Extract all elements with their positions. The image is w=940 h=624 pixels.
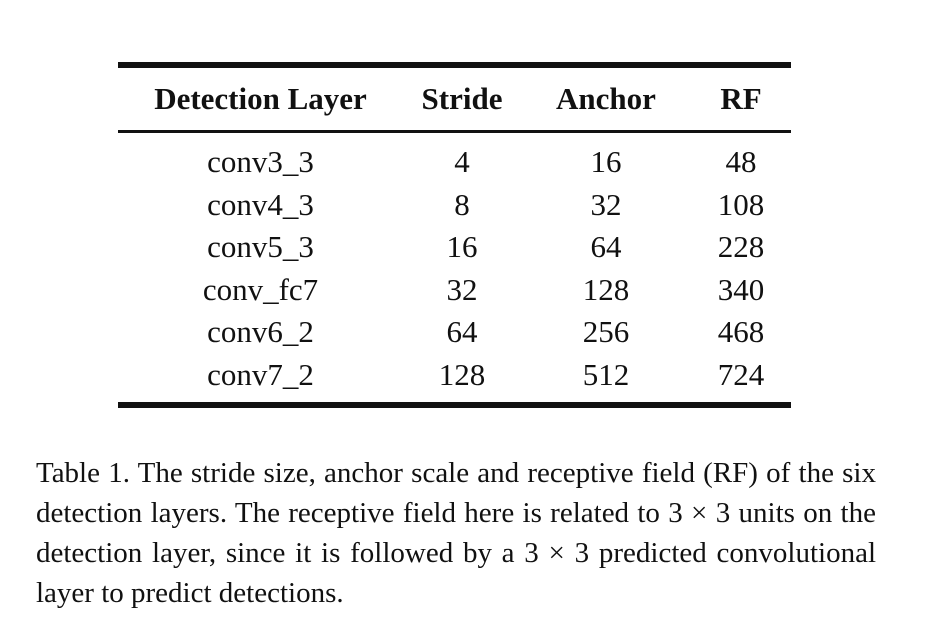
cell-stride: 4 <box>454 144 470 179</box>
cell-stride: 16 <box>446 229 478 264</box>
cell-rf: 340 <box>717 271 765 307</box>
cell-anchor: 256 <box>582 314 630 349</box>
header-row: Detection Layer Stride Anchor RF <box>118 65 791 132</box>
detection-layer-table: Detection Layer Stride Anchor RF conv3_3… <box>118 62 791 408</box>
cell-anchor: 32 <box>590 186 622 222</box>
table-row: conv_fc7 32 128 340 <box>118 269 791 312</box>
table-header: Detection Layer Stride Anchor RF <box>118 65 791 132</box>
cell-rf: 724 <box>717 356 765 392</box>
cell-stride: 64 <box>446 314 478 349</box>
cell-layer: conv5_3 <box>207 229 314 264</box>
cell-layer: conv4_3 <box>207 186 314 222</box>
cell-anchor: 512 <box>582 356 630 392</box>
table-caption: Table 1. The stride size, anchor scale a… <box>36 457 876 609</box>
table-row: conv7_2 128 512 724 <box>118 354 791 405</box>
header-detection-layer: Detection Layer <box>154 81 367 116</box>
cell-rf: 468 <box>717 314 765 349</box>
cell-layer: conv3_3 <box>207 144 314 179</box>
cell-stride: 32 <box>446 271 478 307</box>
table-row: conv5_3 16 64 228 <box>118 226 791 269</box>
cell-stride: 8 <box>454 186 470 222</box>
cell-anchor: 64 <box>590 229 622 264</box>
cell-stride: 128 <box>438 356 486 392</box>
header-anchor: Anchor <box>556 81 656 116</box>
cell-layer: conv6_2 <box>207 314 314 349</box>
cell-rf: 228 <box>717 229 765 264</box>
header-rf: RF <box>720 81 762 116</box>
table-row: conv4_3 8 32 108 <box>118 184 791 227</box>
cell-rf: 108 <box>717 186 765 222</box>
cell-rf: 48 <box>725 144 757 179</box>
table-row: conv3_3 4 16 48 <box>118 132 791 184</box>
cell-layer: conv_fc7 <box>202 271 319 307</box>
table-row: conv6_2 64 256 468 <box>118 311 791 354</box>
table-body: conv3_3 4 16 48 conv4_3 8 32 108 conv5_3… <box>118 132 791 405</box>
cell-anchor: 128 <box>582 271 630 307</box>
cell-anchor: 16 <box>590 144 622 179</box>
detection-layer-table-container: Detection Layer Stride Anchor RF conv3_3… <box>118 62 791 408</box>
cell-layer: conv7_2 <box>207 356 314 392</box>
header-stride: Stride <box>421 81 503 116</box>
